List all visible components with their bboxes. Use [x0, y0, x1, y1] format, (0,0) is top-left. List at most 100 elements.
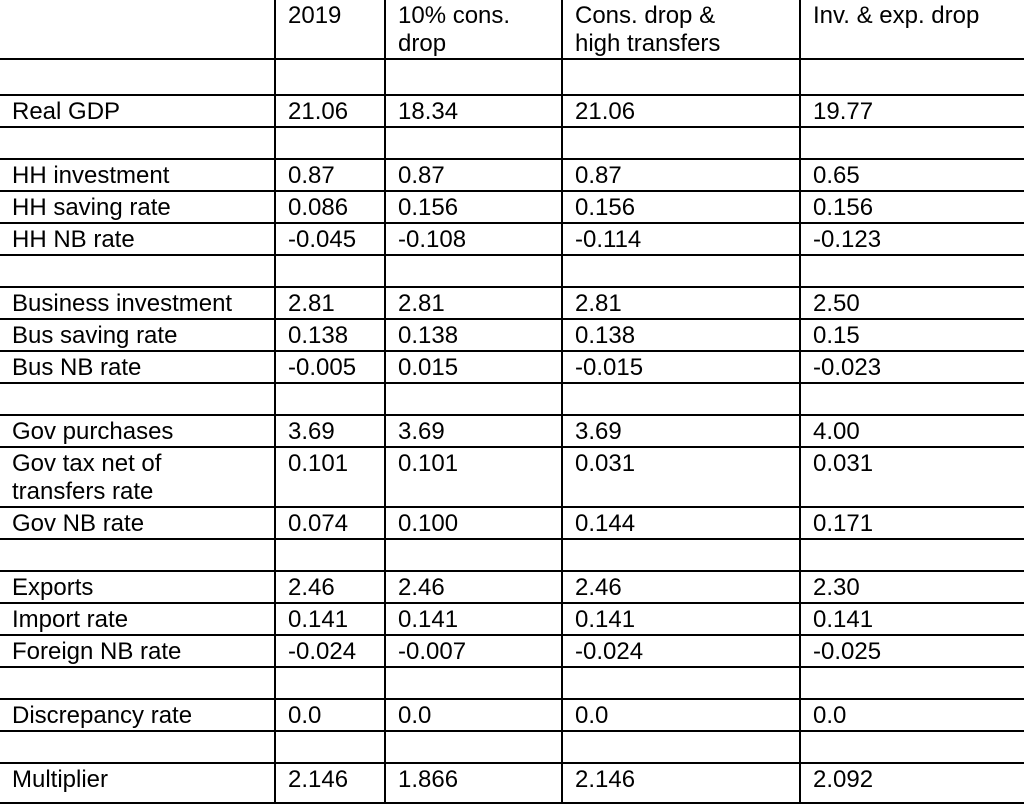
- value-cell: -0.024: [561, 634, 801, 668]
- row-label: Business investment: [0, 286, 276, 320]
- value-cell: [561, 58, 801, 96]
- value-cell: [384, 382, 563, 416]
- table-row: Import rate 0.141 0.141 0.141 0.141: [0, 602, 1024, 636]
- table-row: Gov NB rate 0.074 0.100 0.144 0.171: [0, 506, 1024, 540]
- row-label: Foreign NB rate: [0, 634, 276, 668]
- row-label: [0, 126, 276, 160]
- value-cell: [799, 538, 1024, 572]
- value-cell: 1.866: [384, 762, 563, 804]
- row-label: Gov purchases: [0, 414, 276, 448]
- value-cell: 0.156: [561, 190, 801, 224]
- table-row: Foreign NB rate -0.024 -0.007 -0.024 -0.025: [0, 634, 1024, 668]
- value-cell: [384, 254, 563, 288]
- corner-cell: [0, 0, 276, 60]
- value-cell: 2.81: [561, 286, 801, 320]
- value-cell: -0.015: [561, 350, 801, 384]
- value-cell: 2.092: [799, 762, 1024, 804]
- value-cell: [561, 730, 801, 764]
- value-cell: [561, 254, 801, 288]
- value-cell: [274, 254, 386, 288]
- value-cell: 3.69: [274, 414, 386, 448]
- spacer-row: [0, 126, 1024, 160]
- row-label: Bus NB rate: [0, 350, 276, 384]
- value-cell: -0.023: [799, 350, 1024, 384]
- value-cell: 0.0: [561, 698, 801, 732]
- value-cell: -0.005: [274, 350, 386, 384]
- value-cell: 0.141: [384, 602, 563, 636]
- value-cell: 0.0: [799, 698, 1024, 732]
- column-header: 10% cons. drop: [384, 0, 563, 60]
- value-cell: -0.108: [384, 222, 563, 256]
- value-cell: [799, 730, 1024, 764]
- value-cell: 0.171: [799, 506, 1024, 540]
- value-cell: 0.87: [384, 158, 563, 192]
- table-row: HH investment 0.87 0.87 0.87 0.65: [0, 158, 1024, 192]
- value-cell: 0.0: [384, 698, 563, 732]
- table-row: Bus saving rate 0.138 0.138 0.138 0.15: [0, 318, 1024, 352]
- value-cell: 0.87: [561, 158, 801, 192]
- value-cell: 0.031: [799, 446, 1024, 508]
- value-cell: [799, 254, 1024, 288]
- row-label: [0, 538, 276, 572]
- table-row: Real GDP 21.06 18.34 21.06 19.77: [0, 94, 1024, 128]
- value-cell: 2.46: [384, 570, 563, 604]
- row-label: Bus saving rate: [0, 318, 276, 352]
- value-cell: -0.025: [799, 634, 1024, 668]
- value-cell: 21.06: [274, 94, 386, 128]
- value-cell: 0.144: [561, 506, 801, 540]
- value-cell: 0.031: [561, 446, 801, 508]
- value-cell: 3.69: [561, 414, 801, 448]
- column-header: Inv. & exp. drop: [799, 0, 1024, 60]
- value-cell: [384, 58, 563, 96]
- value-cell: [274, 126, 386, 160]
- value-cell: [384, 538, 563, 572]
- value-cell: 2.146: [274, 762, 386, 804]
- value-cell: [561, 666, 801, 700]
- row-label: [0, 666, 276, 700]
- value-cell: 21.06: [561, 94, 801, 128]
- value-cell: [274, 730, 386, 764]
- value-cell: 0.141: [274, 602, 386, 636]
- value-cell: 2.30: [799, 570, 1024, 604]
- value-cell: 0.100: [384, 506, 563, 540]
- value-cell: 2.46: [561, 570, 801, 604]
- value-cell: 0.156: [384, 190, 563, 224]
- value-cell: [799, 58, 1024, 96]
- row-label: HH investment: [0, 158, 276, 192]
- value-cell: 0.15: [799, 318, 1024, 352]
- value-cell: [799, 382, 1024, 416]
- value-cell: 0.015: [384, 350, 563, 384]
- value-cell: 0.87: [274, 158, 386, 192]
- value-cell: -0.114: [561, 222, 801, 256]
- header-row: 2019 10% cons. drop Cons. drop & high tran…: [0, 0, 1024, 60]
- table-row: Multiplier 2.146 1.866 2.146 2.092: [0, 762, 1024, 804]
- value-cell: 0.156: [799, 190, 1024, 224]
- value-cell: 0.141: [799, 602, 1024, 636]
- value-cell: 0.138: [274, 318, 386, 352]
- value-cell: [274, 538, 386, 572]
- table-row: Business investment 2.81 2.81 2.81 2.50: [0, 286, 1024, 320]
- row-label: Real GDP: [0, 94, 276, 128]
- value-cell: [799, 666, 1024, 700]
- value-cell: 0.101: [384, 446, 563, 508]
- spacer-row: [0, 382, 1024, 416]
- value-cell: 2.50: [799, 286, 1024, 320]
- value-cell: [384, 666, 563, 700]
- row-label: [0, 730, 276, 764]
- spacer-row: [0, 730, 1024, 764]
- table-row: HH NB rate -0.045 -0.108 -0.114 -0.123: [0, 222, 1024, 256]
- spacer-row: [0, 58, 1024, 96]
- row-label: Discrepancy rate: [0, 698, 276, 732]
- table-row: Bus NB rate -0.005 0.015 -0.015 -0.023: [0, 350, 1024, 384]
- table-row: Gov tax net of transfers rate 0.101 0.101 0…: [0, 446, 1024, 508]
- value-cell: [561, 382, 801, 416]
- value-cell: [384, 730, 563, 764]
- value-cell: [799, 126, 1024, 160]
- value-cell: -0.123: [799, 222, 1024, 256]
- value-cell: 0.086: [274, 190, 386, 224]
- value-cell: 0.141: [561, 602, 801, 636]
- table-row: Discrepancy rate 0.0 0.0 0.0 0.0: [0, 698, 1024, 732]
- value-cell: 2.81: [384, 286, 563, 320]
- value-cell: [274, 666, 386, 700]
